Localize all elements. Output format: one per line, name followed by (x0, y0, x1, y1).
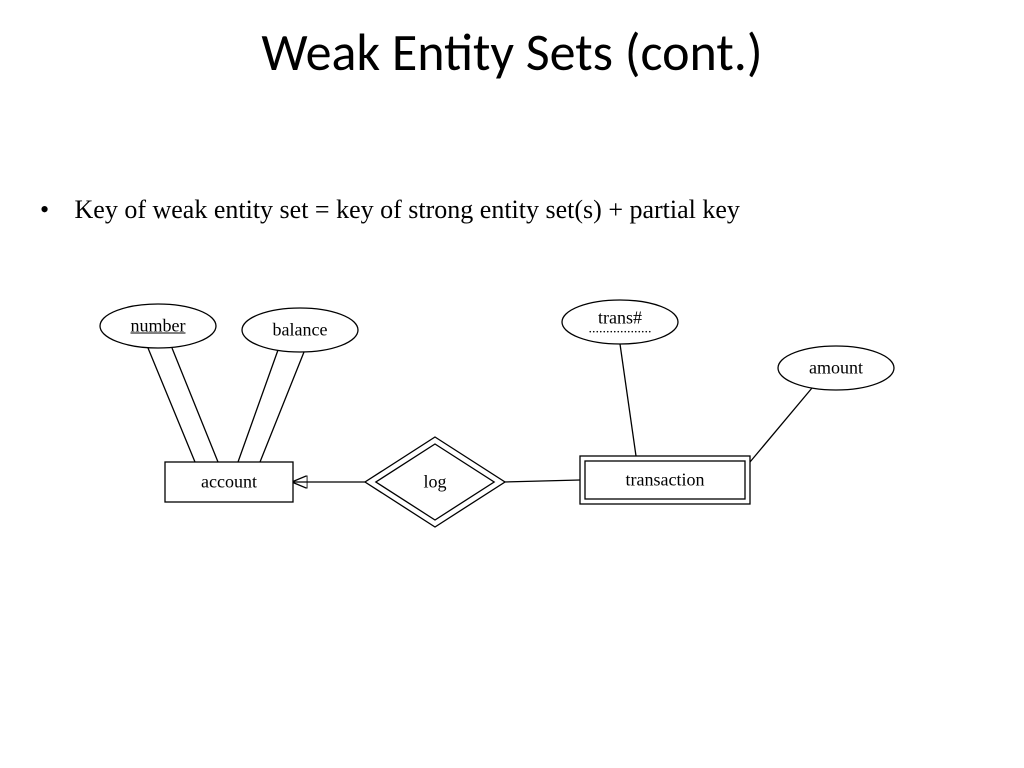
bullet-text: Key of weak entity set = key of strong e… (75, 195, 740, 225)
edge (260, 352, 304, 462)
attribute-label-trans: trans#.................. (589, 308, 652, 333)
attribute-label-amount: amount (809, 358, 863, 379)
edge (238, 350, 278, 462)
edge (504, 480, 580, 482)
edges-layer (148, 344, 812, 482)
attribute-label-number: number (131, 316, 186, 337)
er-diagram (0, 0, 1024, 768)
edge (148, 348, 195, 462)
edge (620, 344, 636, 456)
nodes-layer (100, 300, 894, 527)
bullet-marker: • (40, 195, 68, 225)
entity-label-account: account (201, 472, 257, 493)
slide-title: Weak Entity Sets (cont.) (0, 20, 1024, 84)
attribute-label-balance: balance (273, 320, 328, 341)
relationship-label-log: log (423, 472, 446, 493)
edge (172, 348, 218, 462)
edge (750, 388, 812, 462)
bullet-item: • Key of weak entity set = key of strong… (40, 195, 980, 225)
entity-label-transaction: transaction (626, 470, 705, 491)
